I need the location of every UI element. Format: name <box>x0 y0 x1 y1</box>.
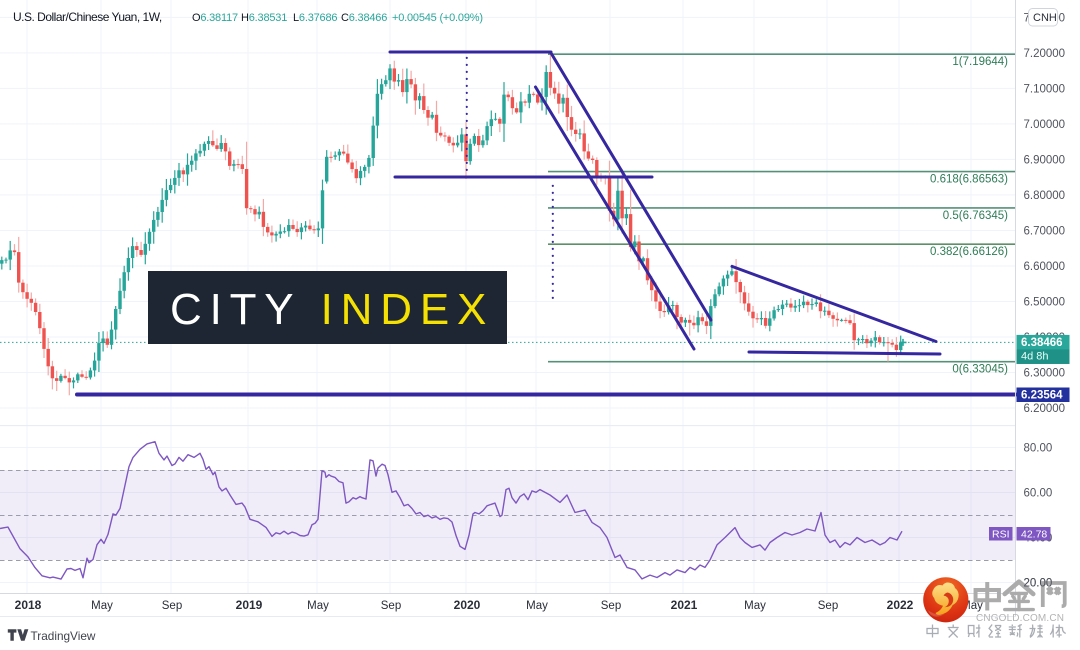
svg-text:CNH: CNH <box>1033 12 1057 24</box>
svg-text:2021: 2021 <box>671 598 698 612</box>
svg-text:7.00000: 7.00000 <box>1024 119 1066 131</box>
svg-text:RSI: RSI <box>992 529 1010 541</box>
svg-text:0.5(6.76345): 0.5(6.76345) <box>943 210 1008 222</box>
svg-text:2019: 2019 <box>236 598 263 612</box>
svg-text:H6.38531: H6.38531 <box>241 12 287 24</box>
svg-text:6.23564: 6.23564 <box>1021 390 1063 402</box>
svg-text:0.618(6.86563): 0.618(6.86563) <box>930 174 1008 186</box>
svg-text:6.90000: 6.90000 <box>1024 154 1066 166</box>
svg-text:7.10000: 7.10000 <box>1024 83 1066 95</box>
svg-text:CNGOLD.COM.CN: CNGOLD.COM.CN <box>976 613 1064 624</box>
svg-text:May: May <box>744 600 766 612</box>
svg-text:42.78: 42.78 <box>1021 529 1047 541</box>
svg-text:1(7.19644): 1(7.19644) <box>952 56 1008 68</box>
svg-text:Sep: Sep <box>601 600 621 612</box>
svg-text:20.00: 20.00 <box>1024 578 1053 590</box>
svg-text:7.20000: 7.20000 <box>1024 48 1066 60</box>
svg-text:Sep: Sep <box>381 600 401 612</box>
svg-text:20.00: 20.00 <box>1024 578 1053 590</box>
svg-text:2022: 2022 <box>887 598 914 612</box>
svg-text:6.20000: 6.20000 <box>1024 403 1066 415</box>
svg-text:O6.38117: O6.38117 <box>192 12 238 24</box>
svg-text:Sep: Sep <box>162 600 182 612</box>
svg-text:+0.00545 (+0.09%): +0.00545 (+0.09%) <box>392 12 483 24</box>
svg-text:60.00: 60.00 <box>1024 488 1053 500</box>
svg-text:4d 8h: 4d 8h <box>1021 350 1049 362</box>
svg-text:U.S. Dollar/Chinese Yuan, 1W,: U.S. Dollar/Chinese Yuan, 1W, <box>13 10 162 24</box>
svg-text:0.382(6.66126): 0.382(6.66126) <box>930 246 1008 258</box>
svg-text:6.50000: 6.50000 <box>1024 297 1066 309</box>
svg-text:80.00: 80.00 <box>1024 443 1053 455</box>
svg-text:Sep: Sep <box>818 600 838 612</box>
svg-text:2018: 2018 <box>15 598 42 612</box>
svg-text:6.38466: 6.38466 <box>1021 337 1063 349</box>
svg-text:May: May <box>307 600 329 612</box>
svg-text:May: May <box>526 600 548 612</box>
svg-text:0(6.33045): 0(6.33045) <box>952 364 1008 376</box>
svg-text:C6.38466: C6.38466 <box>341 12 387 24</box>
svg-text:L6.37686: L6.37686 <box>293 12 337 24</box>
svg-text:TradingView: TradingView <box>31 629 96 643</box>
svg-text:2020: 2020 <box>454 598 481 612</box>
svg-text:6.80000: 6.80000 <box>1024 190 1066 202</box>
svg-text:6.70000: 6.70000 <box>1024 226 1066 238</box>
svg-text:CITY INDEX: CITY INDEX <box>170 285 494 334</box>
svg-text:6.60000: 6.60000 <box>1024 261 1066 273</box>
svg-text:6.30000: 6.30000 <box>1024 368 1066 380</box>
svg-text:May: May <box>91 600 113 612</box>
